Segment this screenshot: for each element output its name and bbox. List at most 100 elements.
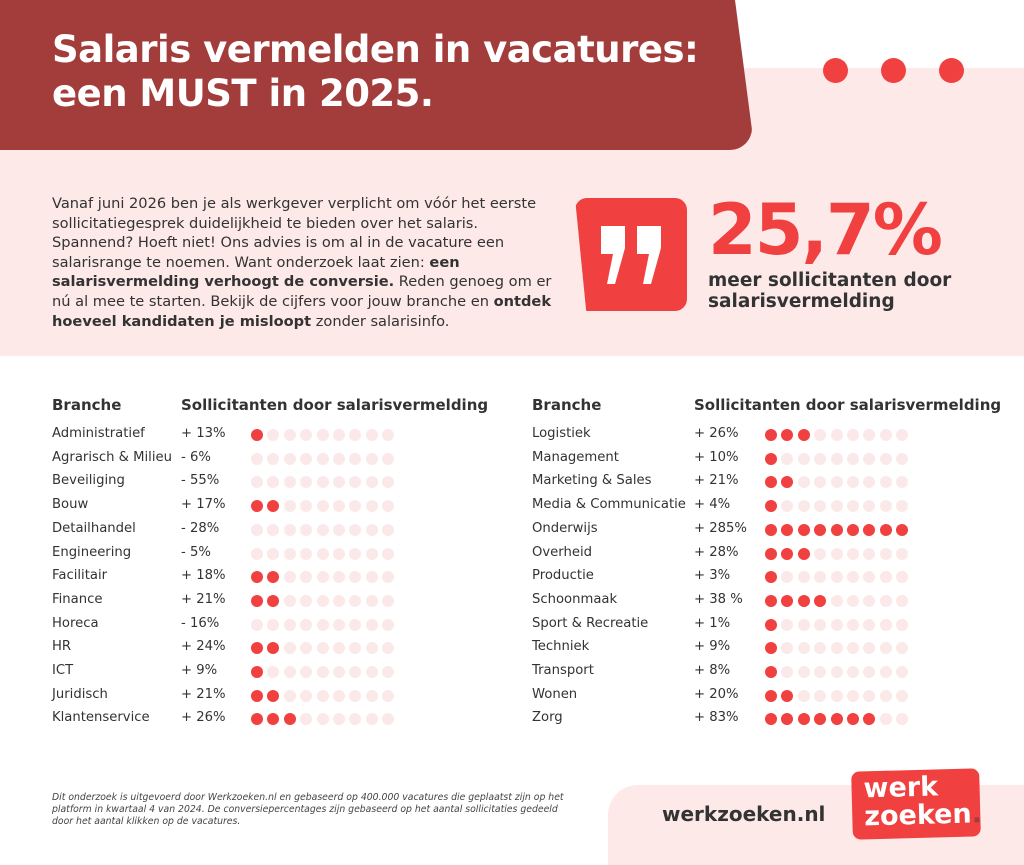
table-row: Media & Communicatie + 4% — [532, 497, 932, 519]
value-label: + 17% — [181, 497, 226, 513]
empty-dot — [781, 618, 794, 631]
empty-dot — [382, 713, 395, 726]
empty-dot — [863, 666, 876, 678]
branche-label: Marketing & Sales — [532, 473, 652, 489]
empty-dot — [300, 713, 313, 726]
empty-dot — [365, 523, 378, 536]
filled-dot — [781, 689, 794, 702]
filled-dot — [251, 713, 263, 726]
intro-bold-text: ontdek hoeveel kandidaten je misloopt — [52, 292, 552, 330]
table-row: Marketing & Sales + 21% — [532, 473, 932, 495]
empty-dot — [863, 594, 876, 607]
empty-dot — [365, 689, 378, 702]
empty-dot — [896, 476, 909, 489]
empty-dot — [814, 500, 827, 513]
empty-dot — [283, 642, 296, 655]
filled-dot — [797, 713, 810, 726]
branche-label: ICT — [52, 663, 74, 678]
filled-dot — [251, 500, 263, 513]
title-line-2: een MUST in 2025. — [52, 72, 434, 115]
filled-dot — [765, 547, 777, 560]
branche-label: Facilitair — [52, 568, 108, 584]
empty-dot — [863, 429, 876, 441]
empty-dot — [251, 618, 263, 631]
filled-dot — [251, 666, 263, 678]
website-link[interactable]: werkzoeken.nl — [662, 802, 826, 826]
empty-dot — [316, 689, 329, 702]
empty-dot — [830, 547, 843, 560]
empty-dot — [316, 500, 329, 513]
table-row: Management + 10% — [532, 450, 932, 472]
value-label: + 8% — [694, 663, 731, 678]
empty-dot — [300, 618, 313, 631]
column-header-sollicitanten: Sollicitanten door salarisvermelding — [694, 396, 1002, 414]
branche-label: Schoonmaak — [532, 591, 618, 607]
filled-dot — [879, 523, 892, 536]
empty-dot — [349, 452, 362, 465]
value-label: + 3% — [694, 568, 731, 584]
value-label: - 5% — [181, 544, 211, 560]
empty-dot — [814, 452, 827, 465]
footnote: Dit onderzoek is uitgevoerd door Werkzoe… — [52, 792, 564, 827]
filled-dot — [781, 523, 794, 536]
empty-dot — [300, 500, 313, 513]
empty-dot — [365, 429, 378, 441]
empty-dot — [283, 571, 296, 584]
branche-label: Administratief — [52, 426, 145, 441]
empty-dot — [814, 689, 827, 702]
empty-dot — [830, 594, 843, 607]
empty-dot — [300, 689, 313, 702]
empty-dot — [316, 594, 329, 607]
column-header-branche: Branche — [532, 396, 602, 414]
filled-dot — [765, 689, 777, 702]
empty-dot — [316, 713, 329, 726]
empty-dot — [316, 523, 329, 536]
empty-dot — [847, 500, 859, 513]
branche-label: Wonen — [532, 686, 578, 702]
empty-dot — [382, 523, 395, 536]
filled-dot — [251, 571, 263, 584]
empty-dot — [863, 571, 876, 584]
filled-dot — [814, 713, 827, 726]
empty-dot — [365, 642, 378, 655]
value-label: + 9% — [694, 639, 731, 655]
decorative-dots — [823, 58, 964, 83]
empty-dot — [365, 618, 378, 631]
empty-dot — [316, 642, 329, 655]
filled-dot — [781, 476, 794, 489]
value-label: + 83% — [694, 710, 739, 726]
filled-dot — [781, 713, 794, 726]
werkzoeken-logo: werk zoeken. — [851, 768, 982, 840]
empty-dot — [382, 452, 395, 465]
filled-dot — [781, 547, 794, 560]
empty-dot — [365, 666, 378, 678]
empty-dot — [283, 452, 296, 465]
empty-dot — [349, 547, 362, 560]
table-row: Finance + 21% — [52, 592, 452, 614]
filled-dot — [765, 594, 777, 607]
dot-icon — [881, 58, 906, 83]
value-label: + 4% — [694, 497, 731, 513]
filled-dot — [251, 429, 263, 441]
empty-dot — [365, 547, 378, 560]
filled-dot — [797, 594, 810, 607]
page-title: Salaris vermelden in vacatures: een MUST … — [52, 28, 699, 116]
empty-dot — [365, 594, 378, 607]
table-row: ICT + 9% — [52, 663, 452, 685]
empty-dot — [349, 429, 362, 441]
filled-dot — [267, 713, 280, 726]
table-row: Juridisch + 21% — [52, 687, 452, 709]
filled-dot — [847, 713, 859, 726]
dot-icon — [823, 58, 848, 83]
value-label: + 1% — [694, 615, 731, 631]
empty-dot — [879, 571, 892, 584]
empty-dot — [300, 642, 313, 655]
logo-line-2: zoeken — [863, 798, 973, 833]
highlight-value: 25,7% — [708, 189, 943, 271]
branche-label: Agrarisch & Milieu — [52, 449, 172, 465]
filled-dot — [267, 500, 280, 513]
table-row: Beveiliging - 55% — [52, 473, 452, 495]
empty-dot — [847, 476, 859, 489]
empty-dot — [316, 476, 329, 489]
value-label: + 9% — [181, 663, 218, 678]
